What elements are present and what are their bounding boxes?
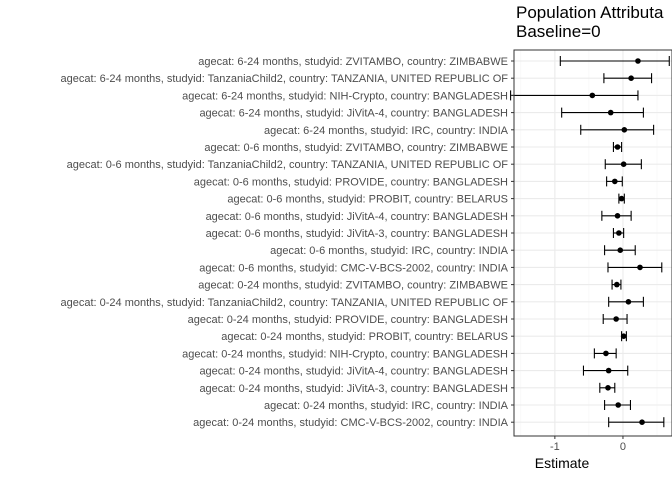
chart-title-block: Population Attributa Baseline=0 bbox=[516, 3, 663, 41]
y-tick-label: agecat: 0-24 months, studyid: TanzaniaCh… bbox=[60, 297, 508, 309]
estimate-point bbox=[625, 299, 632, 305]
y-tick-label: agecat: 0-24 months, studyid: CMC-V-BCS-… bbox=[193, 417, 509, 429]
estimate-point bbox=[639, 419, 645, 426]
y-tick-label: agecat: 0-24 months, studyid: JiVitA-3, … bbox=[199, 383, 508, 395]
y-tick-label: agecat: 0-24 months, studyid: NIH-Crypto… bbox=[182, 348, 508, 360]
estimate-point bbox=[613, 316, 619, 322]
estimate-point bbox=[637, 264, 643, 271]
estimate-point bbox=[617, 247, 624, 253]
estimate-point bbox=[607, 109, 614, 116]
interval-layer bbox=[510, 56, 670, 428]
estimate-point bbox=[589, 92, 596, 99]
y-tick-label: agecat: 0-6 months, studyid: PROBIT, cou… bbox=[227, 194, 508, 206]
y-axis-labels: agecat: 6-24 months, studyid: ZVITAMBO, … bbox=[60, 56, 514, 429]
y-tick-label: agecat: 0-6 months, studyid: ZVITAMBO, c… bbox=[204, 142, 508, 154]
chart-subtitle: Baseline=0 bbox=[516, 22, 601, 41]
estimate-point bbox=[628, 75, 634, 81]
y-tick-label: agecat: 6-24 months, studyid: NIH-Crypto… bbox=[182, 90, 508, 102]
y-tick-label: agecat: 6-24 months, studyid: TanzaniaCh… bbox=[60, 73, 508, 85]
y-tick-label: agecat: 6-24 months, studyid: IRC, count… bbox=[264, 125, 509, 137]
x-tick-label: 0 bbox=[620, 441, 626, 453]
panel-background bbox=[514, 50, 672, 436]
grid-layer bbox=[514, 50, 672, 436]
estimate-point bbox=[621, 127, 628, 133]
estimate-point bbox=[616, 230, 622, 236]
y-tick-label: agecat: 0-6 months, studyid: IRC, countr… bbox=[270, 245, 508, 257]
y-tick-label: agecat: 0-6 months, studyid: PROVIDE, co… bbox=[194, 176, 508, 188]
estimate-point bbox=[603, 350, 609, 357]
point-layer bbox=[589, 58, 645, 426]
x-axis: -1 0 bbox=[550, 436, 626, 453]
estimate-point bbox=[620, 333, 627, 340]
y-tick-label: agecat: 0-24 months, studyid: ZVITAMBO, … bbox=[198, 280, 508, 292]
y-tick-label: agecat: 6-24 months, studyid: JiVitA-4, … bbox=[199, 108, 508, 120]
y-tick-label: agecat: 0-24 months, studyid: JiVitA-4, … bbox=[199, 366, 508, 378]
estimate-point bbox=[611, 178, 618, 185]
estimate-point bbox=[614, 144, 621, 150]
y-tick-label: agecat: 0-6 months, studyid: TanzaniaChi… bbox=[67, 159, 509, 171]
y-tick-label: agecat: 0-24 months, studyid: PROVIDE, c… bbox=[188, 314, 508, 326]
x-tick-label: -1 bbox=[550, 441, 560, 453]
estimate-point bbox=[614, 281, 620, 288]
estimate-point bbox=[614, 213, 621, 219]
estimate-point bbox=[615, 402, 621, 408]
estimate-point bbox=[605, 367, 612, 374]
y-tick-label: agecat: 0-24 months, studyid: PROBIT, co… bbox=[221, 331, 508, 343]
x-axis-title: Estimate bbox=[535, 455, 590, 471]
y-tick-label: agecat: 0-6 months, studyid: CMC-V-BCS-2… bbox=[199, 262, 508, 274]
estimate-point bbox=[635, 58, 641, 64]
estimate-point bbox=[605, 385, 611, 391]
chart-title: Population Attributa bbox=[516, 3, 664, 22]
estimate-point bbox=[618, 195, 625, 202]
panel-border bbox=[513, 49, 672, 437]
y-tick-label: agecat: 6-24 months, studyid: ZVITAMBO, … bbox=[198, 56, 508, 68]
y-tick-label: agecat: 0-6 months, studyid: JiVitA-4, c… bbox=[206, 211, 508, 223]
y-tick-label: agecat: 0-6 months, studyid: JiVitA-3, c… bbox=[206, 228, 508, 240]
y-tick-label: agecat: 0-24 months, studyid: IRC, count… bbox=[264, 400, 509, 412]
estimate-point bbox=[620, 161, 627, 167]
